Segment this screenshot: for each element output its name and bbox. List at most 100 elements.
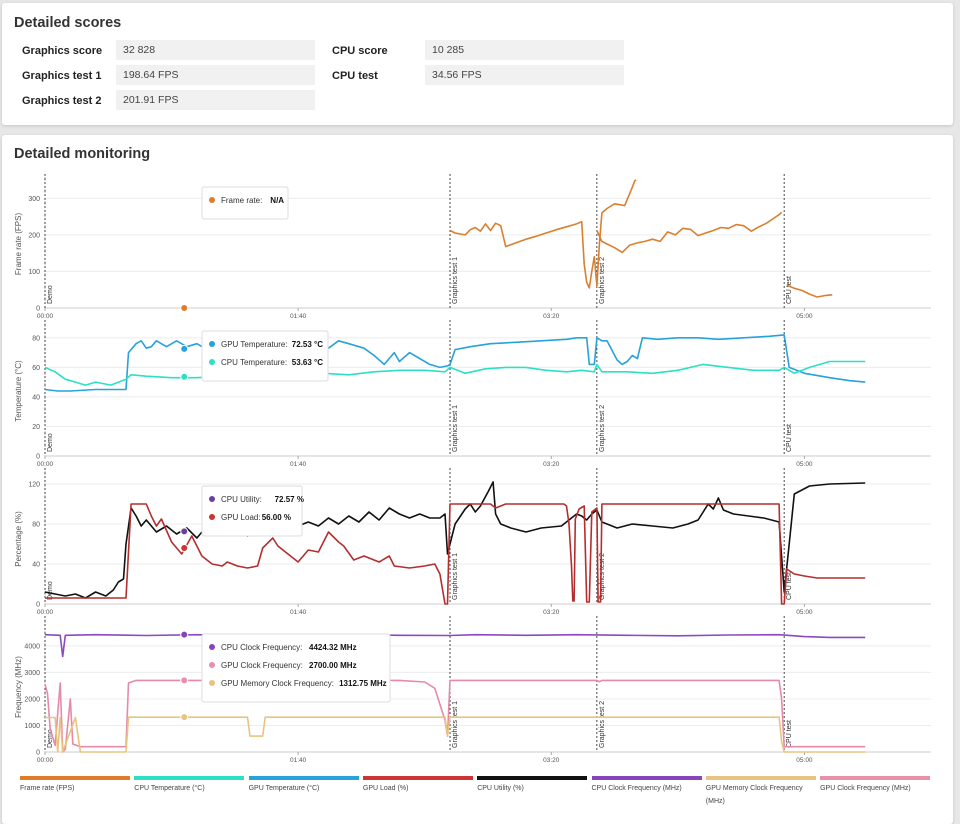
tooltip-label: GPU Clock Frequency:: [221, 661, 303, 670]
y-tick-label: 3000: [24, 670, 40, 677]
phase-label: CPU test: [786, 572, 793, 600]
y-tick-label: 40: [32, 562, 40, 569]
detailed-monitoring-card: Detailed monitoring 0 100 200 300 00:00 01:40…: [2, 135, 953, 824]
y-tick-label: 120: [28, 482, 40, 489]
hover-point: [180, 304, 189, 312]
phase-label: CPU test: [786, 424, 793, 452]
x-tick-label: 05:00: [796, 461, 813, 468]
phase-label: Demo: [47, 729, 54, 748]
chart-panel-1: 0 20 40 60 80 00:00 01:40 03:20 05:00 Temperature…: [14, 320, 931, 468]
y-tick-label: 300: [28, 196, 40, 203]
hover-point: [180, 544, 189, 552]
series-line-1: [44, 679, 866, 753]
y-tick-label: 80: [32, 335, 40, 342]
graphics-test1-label: Graphics test 1: [22, 70, 102, 82]
hover-point: [180, 676, 189, 685]
y-tick-label: 4000: [24, 643, 40, 650]
chart-tooltip: CPU Utility: 72.57 % GPU Load: 56.00 %: [180, 485, 304, 552]
series-line-0: [44, 334, 866, 392]
legend-swatch: [20, 776, 130, 780]
x-tick-label: 00:00: [37, 757, 54, 764]
tooltip-dot: [209, 496, 215, 502]
legend-label[interactable]: CPU Utility (%): [477, 785, 524, 792]
legend-swatch: [362, 776, 473, 780]
tooltip-value: 53.63 °C: [292, 358, 323, 367]
phase-label: Graphics test 2: [599, 701, 606, 748]
tooltip-value: 2700.00 MHz: [309, 661, 357, 670]
detailed-scores-card: Detailed scores Graphics score 32 828 Gr…: [2, 3, 953, 125]
x-tick-label: 05:00: [796, 609, 813, 616]
chart-tooltip: GPU Temperature: 72.53 °C CPU Temperature:…: [180, 330, 329, 382]
phase-label: Graphics test 1: [452, 701, 459, 748]
legend-label[interactable]: GPU Load (%): [362, 785, 409, 792]
legend-swatch: [705, 776, 816, 780]
x-tick-label: 03:20: [543, 461, 560, 468]
x-tick-label: 05:00: [796, 757, 813, 764]
tooltip-value: 72.53 °C: [292, 340, 323, 349]
tooltip-value: 1312.75 MHz: [339, 679, 387, 688]
cpu-score-value: 10 285: [425, 40, 624, 60]
series-line-2: [45, 716, 866, 753]
detailed-scores-title: Detailed scores: [14, 15, 122, 31]
y-tick-label: 200: [28, 232, 40, 239]
y-axis-label: Percentage (%): [14, 511, 23, 567]
y-tick-label: 0: [36, 306, 40, 313]
y-tick-label: 0: [36, 750, 40, 757]
x-tick-label: 00:00: [37, 313, 54, 320]
legend-label[interactable]: CPU Clock Frequency (MHz): [591, 785, 682, 792]
y-tick-label: 1000: [24, 723, 40, 730]
x-tick-label: 03:20: [543, 313, 560, 320]
tooltip-label: CPU Clock Frequency:: [221, 643, 302, 652]
legend-label[interactable]: GPU Clock Frequency (MHz): [820, 785, 911, 792]
tooltip-label: Frame rate:: [221, 196, 262, 205]
x-tick-label: 00:00: [37, 461, 54, 468]
tooltip-box: [201, 633, 391, 703]
tooltip-dot: [209, 662, 215, 668]
y-tick-label: 60: [32, 365, 40, 372]
legend-label[interactable]: GPU Memory Clock Frequency (MHz): [705, 785, 803, 805]
chart-panel-2: 0 40 80 120 00:00 01:40 03:20 05:00 Percentage (…: [14, 468, 931, 616]
tooltip-dot: [209, 341, 215, 347]
y-tick-label: 2000: [24, 696, 40, 703]
legend-swatch: [134, 776, 245, 780]
series-line-0: [449, 179, 833, 298]
x-tick-label: 01:40: [290, 461, 307, 468]
chart-panel-0: 0 100 200 300 00:00 01:40 03:20 05:00 Frame rate…: [14, 174, 931, 320]
tooltip-dot: [209, 644, 215, 650]
x-tick-label: 00:00: [37, 609, 54, 616]
y-tick-label: 0: [36, 454, 40, 461]
y-tick-label: 100: [28, 269, 40, 276]
chart-panel-3: 0 1000 2000 3000 4000 00:00 01:40 03:20 05:00 Fre…: [14, 616, 931, 764]
legend-label[interactable]: Frame rate (FPS): [20, 785, 75, 792]
phase-label: Graphics test 2: [599, 553, 606, 600]
tooltip-dot: [209, 197, 215, 203]
tooltip-value: 72.57 %: [275, 495, 304, 504]
series-line-0: [44, 633, 866, 658]
hover-point: [180, 630, 189, 639]
legend-label[interactable]: CPU Temperature (°C): [134, 785, 205, 792]
series-line-1: [44, 360, 866, 386]
detailed-monitoring-title: Detailed monitoring: [14, 146, 151, 162]
tooltip-dot: [209, 359, 215, 365]
phase-label: Graphics test 2: [599, 405, 606, 452]
graphics-score-label: Graphics score: [22, 45, 103, 57]
phase-label: Graphics test 1: [452, 257, 459, 304]
graphics-test1-value: 198.64 FPS: [116, 65, 315, 85]
tooltip-value: N/A: [270, 196, 284, 205]
x-tick-label: 03:20: [543, 757, 560, 764]
hover-point: [180, 713, 189, 722]
x-tick-label: 03:20: [543, 609, 560, 616]
tooltip-label: CPU Utility:: [221, 495, 262, 504]
tooltip-label: GPU Temperature:: [221, 340, 288, 349]
tooltip-label: GPU Load:: [221, 513, 261, 522]
y-axis-label: Frame rate (FPS): [14, 213, 23, 276]
tooltip-label: CPU Temperature:: [221, 358, 287, 367]
hover-point: [180, 527, 189, 536]
legend-swatch: [591, 776, 702, 780]
tooltip-box: [201, 330, 329, 382]
legend-label[interactable]: GPU Temperature (°C): [248, 785, 320, 792]
cpu-test-value: 34.56 FPS: [425, 65, 624, 85]
tooltip-box: [201, 186, 289, 220]
legend-swatch: [248, 776, 359, 780]
phase-label: Demo: [47, 285, 54, 304]
